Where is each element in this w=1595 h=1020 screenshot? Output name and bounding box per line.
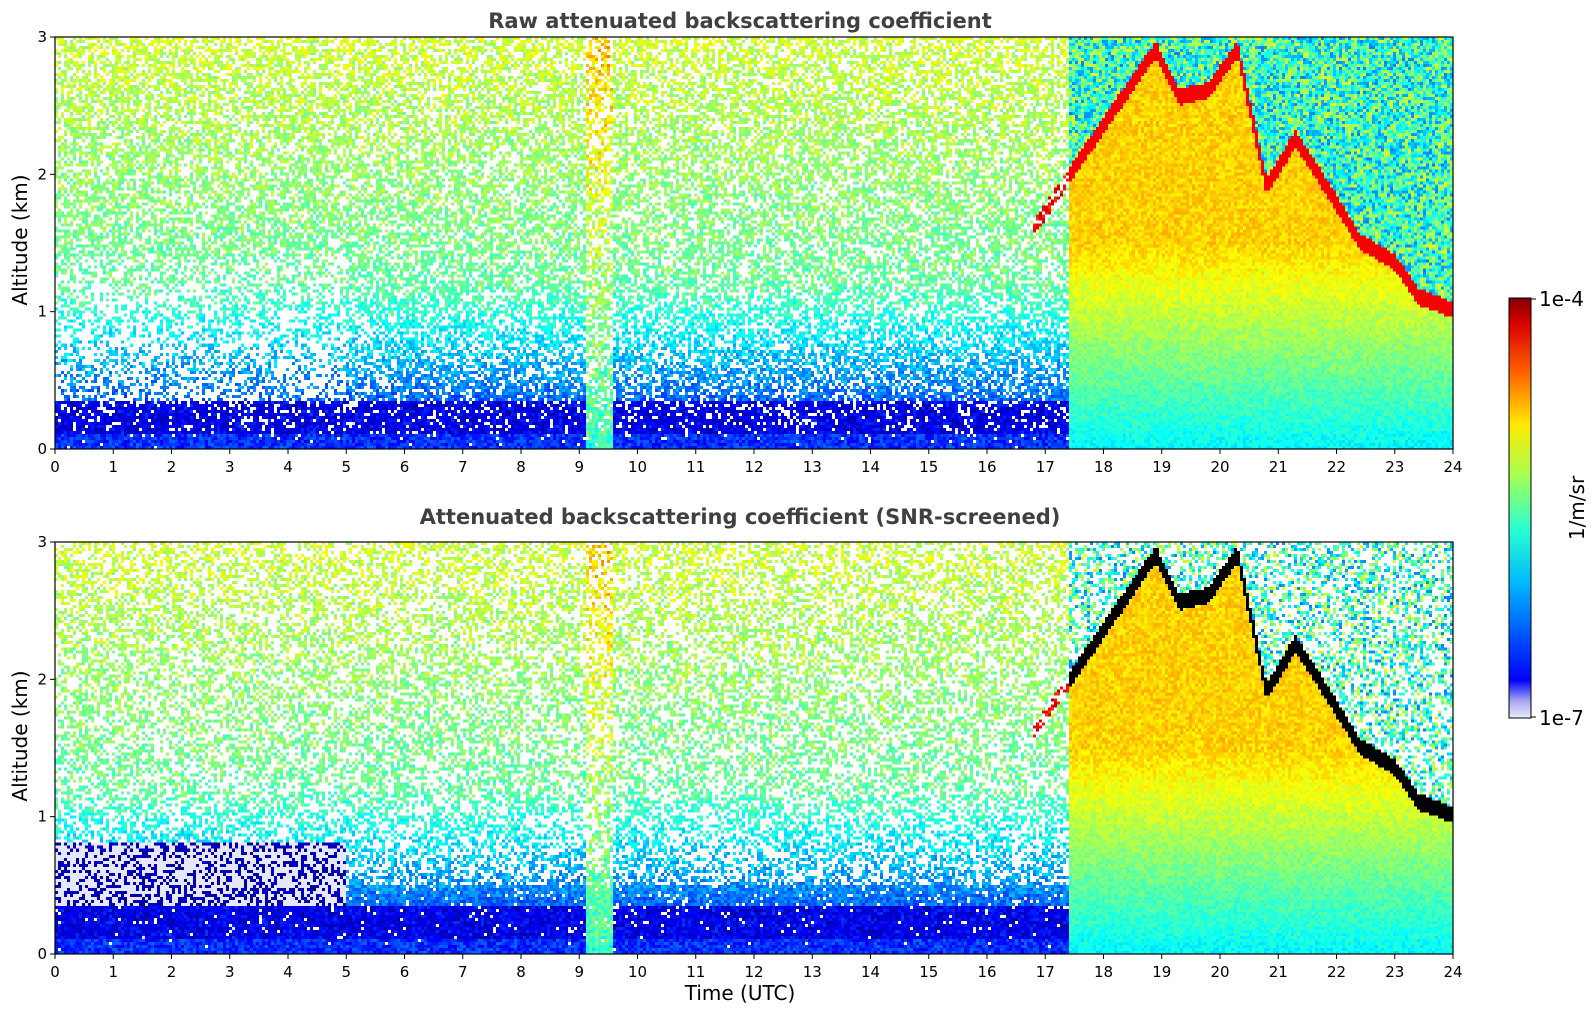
bottom-x-tick-label: 8 (516, 963, 526, 981)
top-x-tick-label: 2 (167, 458, 177, 476)
top-y-tick-label: 2 (37, 165, 47, 183)
bottom-x-tick-label: 1 (108, 963, 118, 981)
bottom-x-tick-label: 19 (1152, 963, 1171, 981)
bottom-x-tick-label: 15 (919, 963, 938, 981)
bottom-x-tick-label: 21 (1269, 963, 1288, 981)
bottom-x-tick-label: 22 (1327, 963, 1346, 981)
colorbar-min-label: 1e-7 (1539, 706, 1584, 730)
bottom-x-tick-label: 14 (861, 963, 880, 981)
colorbar (1508, 297, 1532, 719)
bottom-plot-title: Attenuated backscattering coefficient (S… (420, 505, 1061, 529)
bottom-heatmap (55, 542, 1453, 954)
x-axis-label: Time (UTC) (684, 981, 796, 1005)
bottom-x-tick-label: 5 (341, 963, 351, 981)
top-x-tick-label: 8 (516, 458, 526, 476)
bottom-y-tick-label: 1 (37, 808, 47, 826)
top-y-tick-label: 1 (37, 303, 47, 321)
bottom-x-tick-label: 23 (1385, 963, 1404, 981)
top-x-tick-label: 9 (574, 458, 584, 476)
top-x-tick-label: 18 (1094, 458, 1113, 476)
bottom-y-tick-label: 2 (37, 670, 47, 688)
bottom-x-tick-label: 13 (803, 963, 822, 981)
top-heatmap (55, 37, 1453, 449)
bottom-y-tick-label: 0 (37, 945, 47, 963)
bottom-x-tick-label: 16 (977, 963, 996, 981)
bottom-x-tick-label: 18 (1094, 963, 1113, 981)
top-x-tick-label: 14 (861, 458, 880, 476)
bottom-x-tick-label: 10 (628, 963, 647, 981)
top-x-tick-label: 12 (744, 458, 763, 476)
top-x-tick-label: 22 (1327, 458, 1346, 476)
top-x-tick-label: 16 (977, 458, 996, 476)
bottom-x-tick-label: 2 (167, 963, 177, 981)
top-x-tick-label: 15 (919, 458, 938, 476)
top-x-tick-label: 3 (225, 458, 235, 476)
bottom-x-tick-label: 12 (744, 963, 763, 981)
bottom-x-tick-label: 20 (1210, 963, 1229, 981)
bottom-x-tick-label: 24 (1443, 963, 1462, 981)
top-x-tick-label: 4 (283, 458, 293, 476)
top-x-tick-label: 21 (1269, 458, 1288, 476)
top-x-tick-label: 0 (50, 458, 60, 476)
top-x-tick-label: 19 (1152, 458, 1171, 476)
top-y-axis-label: Altitude (km) (8, 174, 32, 305)
colorbar-unit-label: 1/m/sr (1565, 475, 1589, 540)
bottom-x-tick-label: 11 (686, 963, 705, 981)
bottom-x-tick-label: 3 (225, 963, 235, 981)
top-x-tick-label: 1 (108, 458, 118, 476)
bottom-x-tick-label: 17 (1036, 963, 1055, 981)
bottom-x-tick-label: 9 (574, 963, 584, 981)
bottom-y-axis-label: Altitude (km) (8, 670, 32, 801)
top-x-tick-label: 7 (458, 458, 468, 476)
top-y-tick-label: 0 (37, 440, 47, 458)
top-x-tick-label: 13 (803, 458, 822, 476)
top-x-tick-label: 20 (1210, 458, 1229, 476)
top-x-tick-label: 23 (1385, 458, 1404, 476)
top-y-tick-label: 3 (37, 28, 47, 46)
top-x-tick-label: 17 (1036, 458, 1055, 476)
bottom-x-tick-label: 7 (458, 963, 468, 981)
top-x-tick-label: 24 (1443, 458, 1462, 476)
bottom-x-tick-label: 4 (283, 963, 293, 981)
top-x-tick-label: 5 (341, 458, 351, 476)
bottom-x-tick-label: 6 (400, 963, 410, 981)
colorbar-max-label: 1e-4 (1539, 287, 1584, 311)
bottom-y-tick-label: 3 (37, 533, 47, 551)
top-plot-title: Raw attenuated backscattering coefficien… (488, 9, 992, 33)
top-x-tick-label: 6 (400, 458, 410, 476)
bottom-x-tick-label: 0 (50, 963, 60, 981)
top-x-tick-label: 10 (628, 458, 647, 476)
top-x-tick-label: 11 (686, 458, 705, 476)
